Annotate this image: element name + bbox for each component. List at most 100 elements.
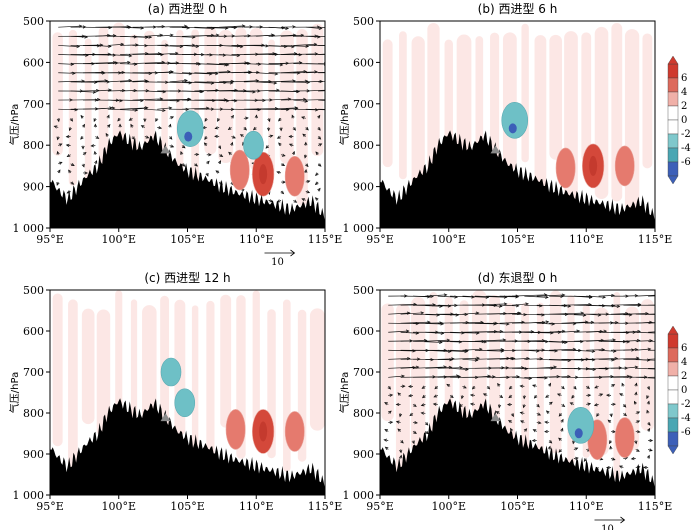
wind-vector-head [420,311,425,315]
x-tick-label: 95°E [366,233,394,246]
wind-vector-head [79,89,84,93]
wind-vector [157,62,179,64]
wind-vector-head [292,150,296,155]
wind-vector [412,340,442,343]
wind-vector [305,99,325,101]
y-tick-label: 1 000 [343,222,375,235]
wind-vector-head [336,52,339,55]
wind-vector [425,366,452,369]
wind-vector-head [205,172,209,177]
colorbar-segment [667,63,679,79]
colorbar-tick-label: -6 [681,427,691,438]
wind-vector [437,295,458,298]
wind-vector-head [397,392,401,396]
wind-vector [95,45,112,47]
wind-vector [82,54,116,56]
wind-vector-head [408,393,412,398]
weak-positive-band [502,32,517,171]
wind-vector-head [333,89,336,92]
wind-vector-head [194,163,199,167]
wind-vector [144,26,165,28]
wind-vector [450,322,484,324]
wind-vector-head [314,197,319,201]
colorbar-segment [667,361,679,377]
wind-vector-head [646,400,650,405]
wind-vector [206,71,231,74]
wind-vector [157,107,172,110]
y-tick-label: 1 000 [13,222,45,235]
wind-vector-head [93,150,97,155]
wind-vector-head [623,412,627,417]
positive-cell [614,145,635,187]
wind-vector [400,340,427,342]
wind-vector-head [93,123,97,128]
wind-vector-head [239,44,244,49]
wind-vector [157,71,174,74]
x-tick-label: 105°E [500,233,535,246]
wind-vector-head [305,126,309,131]
wind-vector-head [117,117,121,122]
wind-vector [388,358,410,360]
wind-vector [635,313,655,315]
y-tick-label: 700 [353,98,374,111]
wind-vector-head [583,458,588,462]
y-tick-label: 500 [23,15,44,28]
wind-vector-head [343,44,346,47]
wind-vector-head [587,402,592,406]
wind-vector-head [423,338,428,343]
wind-vector [280,53,297,55]
wind-vector-head [591,349,596,353]
wind-vector-head [58,161,63,165]
wind-vector [648,322,655,324]
wind-vector-head [66,153,71,158]
wind-vector-head [420,403,425,407]
wind-vector [305,26,322,29]
wind-vector-head [646,395,650,400]
wind-vector-head [636,420,641,424]
wind-vector [648,295,655,297]
wind-vector [231,71,251,74]
wind-vector-head [384,402,388,406]
wind-vector-head [399,449,403,454]
wind-vector [474,339,506,342]
panel-title: (c) 西进型 12 h [144,271,230,285]
wind-vector-head [409,412,413,417]
wind-vector-head [301,116,305,120]
wind-vector [231,35,251,37]
wind-vector-head [58,143,63,147]
wind-vector [206,54,226,56]
wind-vector-head [414,421,418,425]
wind-vector-head [93,118,97,123]
wind-vector-head [384,446,389,451]
wind-vector-head [647,427,651,432]
wind-vector [462,358,478,361]
wind-vector [70,90,96,93]
weak-positive-band [218,29,234,164]
wind-vector [181,72,212,75]
wind-vector-head [121,70,126,75]
wind-vector [219,25,245,28]
weak-positive-band [311,23,324,157]
wind-vector [425,331,444,334]
wind-vector-head [170,116,175,120]
wind-vector-head [646,454,650,459]
wind-vector-head [499,394,504,399]
y-tick-label: 900 [23,448,44,461]
wind-vector [623,313,649,315]
wind-vector [318,99,325,101]
wind-vector [181,45,199,47]
wind-vector [388,312,410,315]
wind-vector-head [424,422,429,426]
wind-vector-head [609,413,613,418]
wind-vector-head [158,126,163,130]
wind-vector-head [217,145,221,150]
colorbar-tick-label: 6 [681,343,687,354]
wind-vector [280,34,304,37]
wind-vector [536,376,560,378]
wind-vector [536,358,571,361]
wind-vector-head [187,98,191,102]
wind-vector-head [230,141,234,146]
wind-vector-head [508,394,513,399]
wind-vector-head [525,302,529,306]
wind-vector-head [561,403,566,407]
